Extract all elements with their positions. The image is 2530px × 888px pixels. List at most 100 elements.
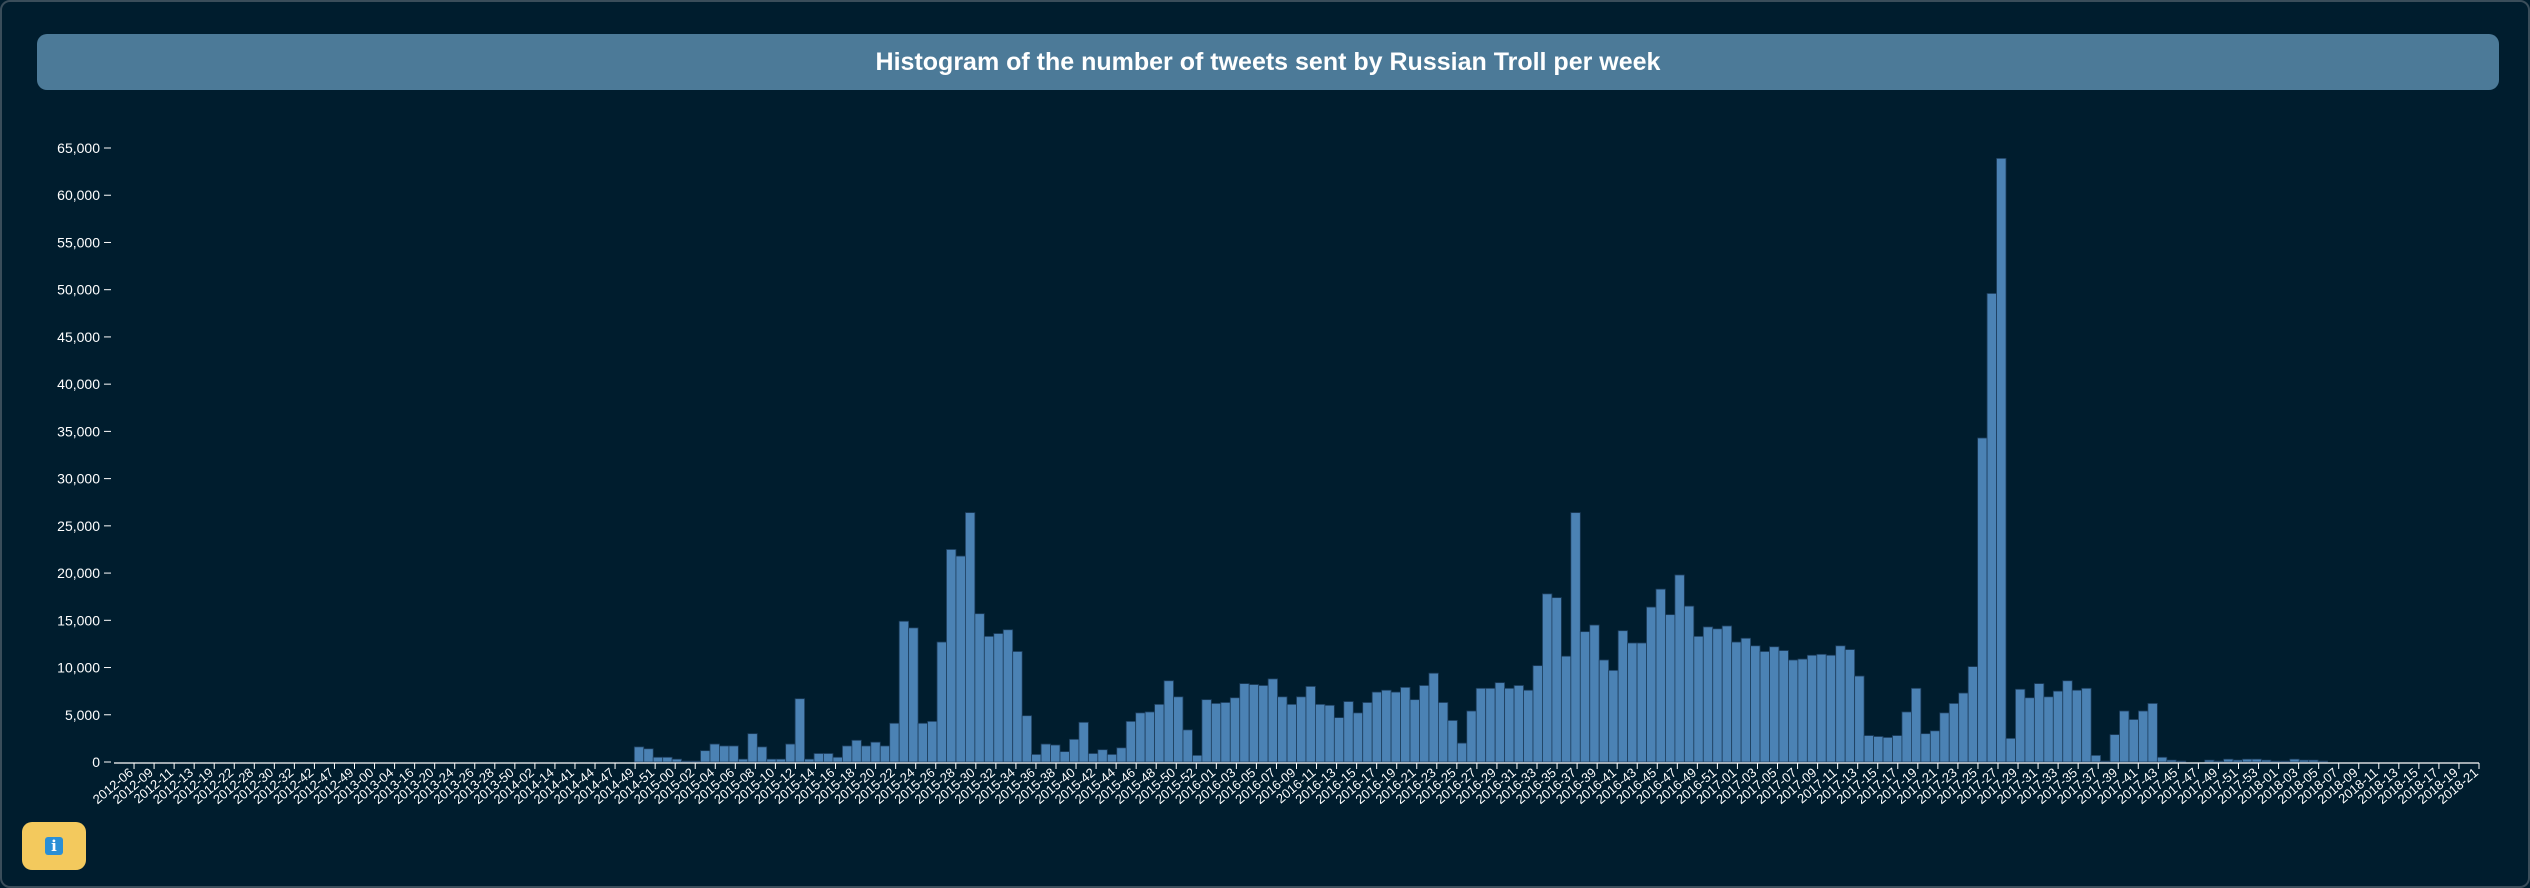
histogram-bar [1258, 685, 1269, 763]
histogram-bar [993, 633, 1004, 763]
histogram-bar [1560, 655, 1572, 763]
histogram-bar [2024, 697, 2035, 763]
histogram-bar [813, 753, 824, 763]
histogram-bar [690, 760, 701, 763]
histogram-bar [1390, 691, 1401, 763]
histogram-bar [1627, 642, 1638, 763]
histogram-bar [1286, 703, 1297, 763]
histogram-bar [1674, 574, 1685, 763]
histogram-bar [1069, 738, 1080, 763]
histogram-bar [1721, 625, 1733, 763]
histogram-bar [2005, 737, 2016, 763]
histogram-bar [2109, 734, 2120, 763]
histogram-bar [1343, 701, 1354, 763]
y-tick-label: 20,000 [57, 565, 100, 581]
y-tick-label: 35,000 [57, 423, 100, 439]
histogram-bar [2213, 760, 2224, 763]
histogram-bar [2289, 758, 2300, 763]
histogram-bar [1409, 699, 1420, 763]
histogram-bar [1598, 659, 1610, 763]
histogram-bar [1106, 754, 1118, 763]
histogram-bar [1996, 157, 2007, 763]
histogram-bar [1031, 754, 1042, 763]
histogram-bar [737, 758, 749, 763]
histogram-bar [927, 720, 938, 763]
histogram-bar [643, 748, 654, 763]
histogram-bar [1050, 744, 1061, 763]
histogram-bar [1428, 672, 1439, 763]
histogram-bar [1835, 645, 1846, 763]
histogram-bar [1475, 687, 1487, 763]
histogram-bar [832, 756, 843, 763]
y-tick-label: 10,000 [57, 660, 100, 676]
histogram-bar [1494, 682, 1506, 763]
histogram-bar [1400, 686, 1411, 763]
histogram-bar [2261, 759, 2272, 763]
histogram-bar [1702, 626, 1714, 763]
histogram-bar [1646, 606, 1657, 763]
histogram-bar [1579, 631, 1591, 763]
histogram-bar [2052, 690, 2064, 763]
histogram-bar [1305, 686, 1316, 763]
histogram-bar [2156, 756, 2168, 763]
histogram-bar [936, 641, 947, 763]
histogram-bar [898, 620, 910, 763]
histogram-bar [1873, 736, 1884, 763]
y-tick-label: 50,000 [57, 282, 100, 298]
histogram-bar [1655, 588, 1666, 763]
histogram-bar [2147, 703, 2158, 763]
histogram-bar [2166, 759, 2177, 763]
histogram-bar [1040, 743, 1051, 763]
histogram-bar [1513, 685, 1524, 763]
histogram-bar [728, 745, 739, 763]
histogram-bar [1229, 697, 1241, 763]
histogram-bar [2081, 687, 2092, 763]
histogram-bar [1419, 685, 1430, 763]
y-tick-label: 45,000 [57, 329, 100, 345]
histogram-bar [1201, 699, 1212, 763]
histogram-bar [1267, 678, 1278, 763]
histogram-bar [1135, 712, 1146, 763]
histogram-bar [2232, 759, 2243, 763]
histogram-bar [1021, 715, 1033, 763]
histogram-bar [671, 758, 683, 763]
histogram-bar [2033, 683, 2045, 763]
histogram-bar [1438, 702, 1449, 763]
histogram-bar [1163, 680, 1174, 763]
y-tick-label: 30,000 [57, 471, 100, 487]
info-button[interactable]: i [22, 822, 86, 870]
histogram-bar [974, 613, 985, 763]
histogram-bar [2175, 760, 2187, 763]
histogram-bar [652, 756, 664, 763]
histogram-bar [965, 512, 976, 763]
histogram-bar [1381, 689, 1392, 763]
histogram-bar [1447, 720, 1458, 763]
histogram-bar [1352, 712, 1364, 763]
histogram-bar [1192, 754, 1203, 763]
y-tick-label: 40,000 [57, 376, 100, 392]
histogram-bar [1740, 637, 1751, 763]
histogram-bar [756, 746, 768, 763]
histogram-bar [1097, 749, 1108, 763]
histogram-bar [1731, 641, 1742, 763]
histogram-bar [1929, 730, 1941, 763]
info-icon: i [45, 837, 63, 855]
histogram-bar [2279, 760, 2291, 763]
histogram-bar [2308, 759, 2319, 763]
histogram-bar [2119, 710, 2130, 763]
histogram-bar [1296, 696, 1307, 763]
histogram-bar [1523, 689, 1534, 763]
histogram-bar [1901, 711, 1912, 763]
histogram-bar [2090, 754, 2101, 763]
histogram-bar [917, 722, 928, 763]
histogram-bar [1466, 710, 1477, 763]
histogram-bar [1182, 729, 1193, 763]
histogram-bar [1825, 654, 1837, 763]
y-tick-label: 5,000 [65, 707, 100, 723]
histogram-bar [633, 746, 645, 763]
histogram-bar [1220, 702, 1231, 763]
histogram-bar [1570, 512, 1581, 763]
histogram-bar [2138, 710, 2149, 763]
